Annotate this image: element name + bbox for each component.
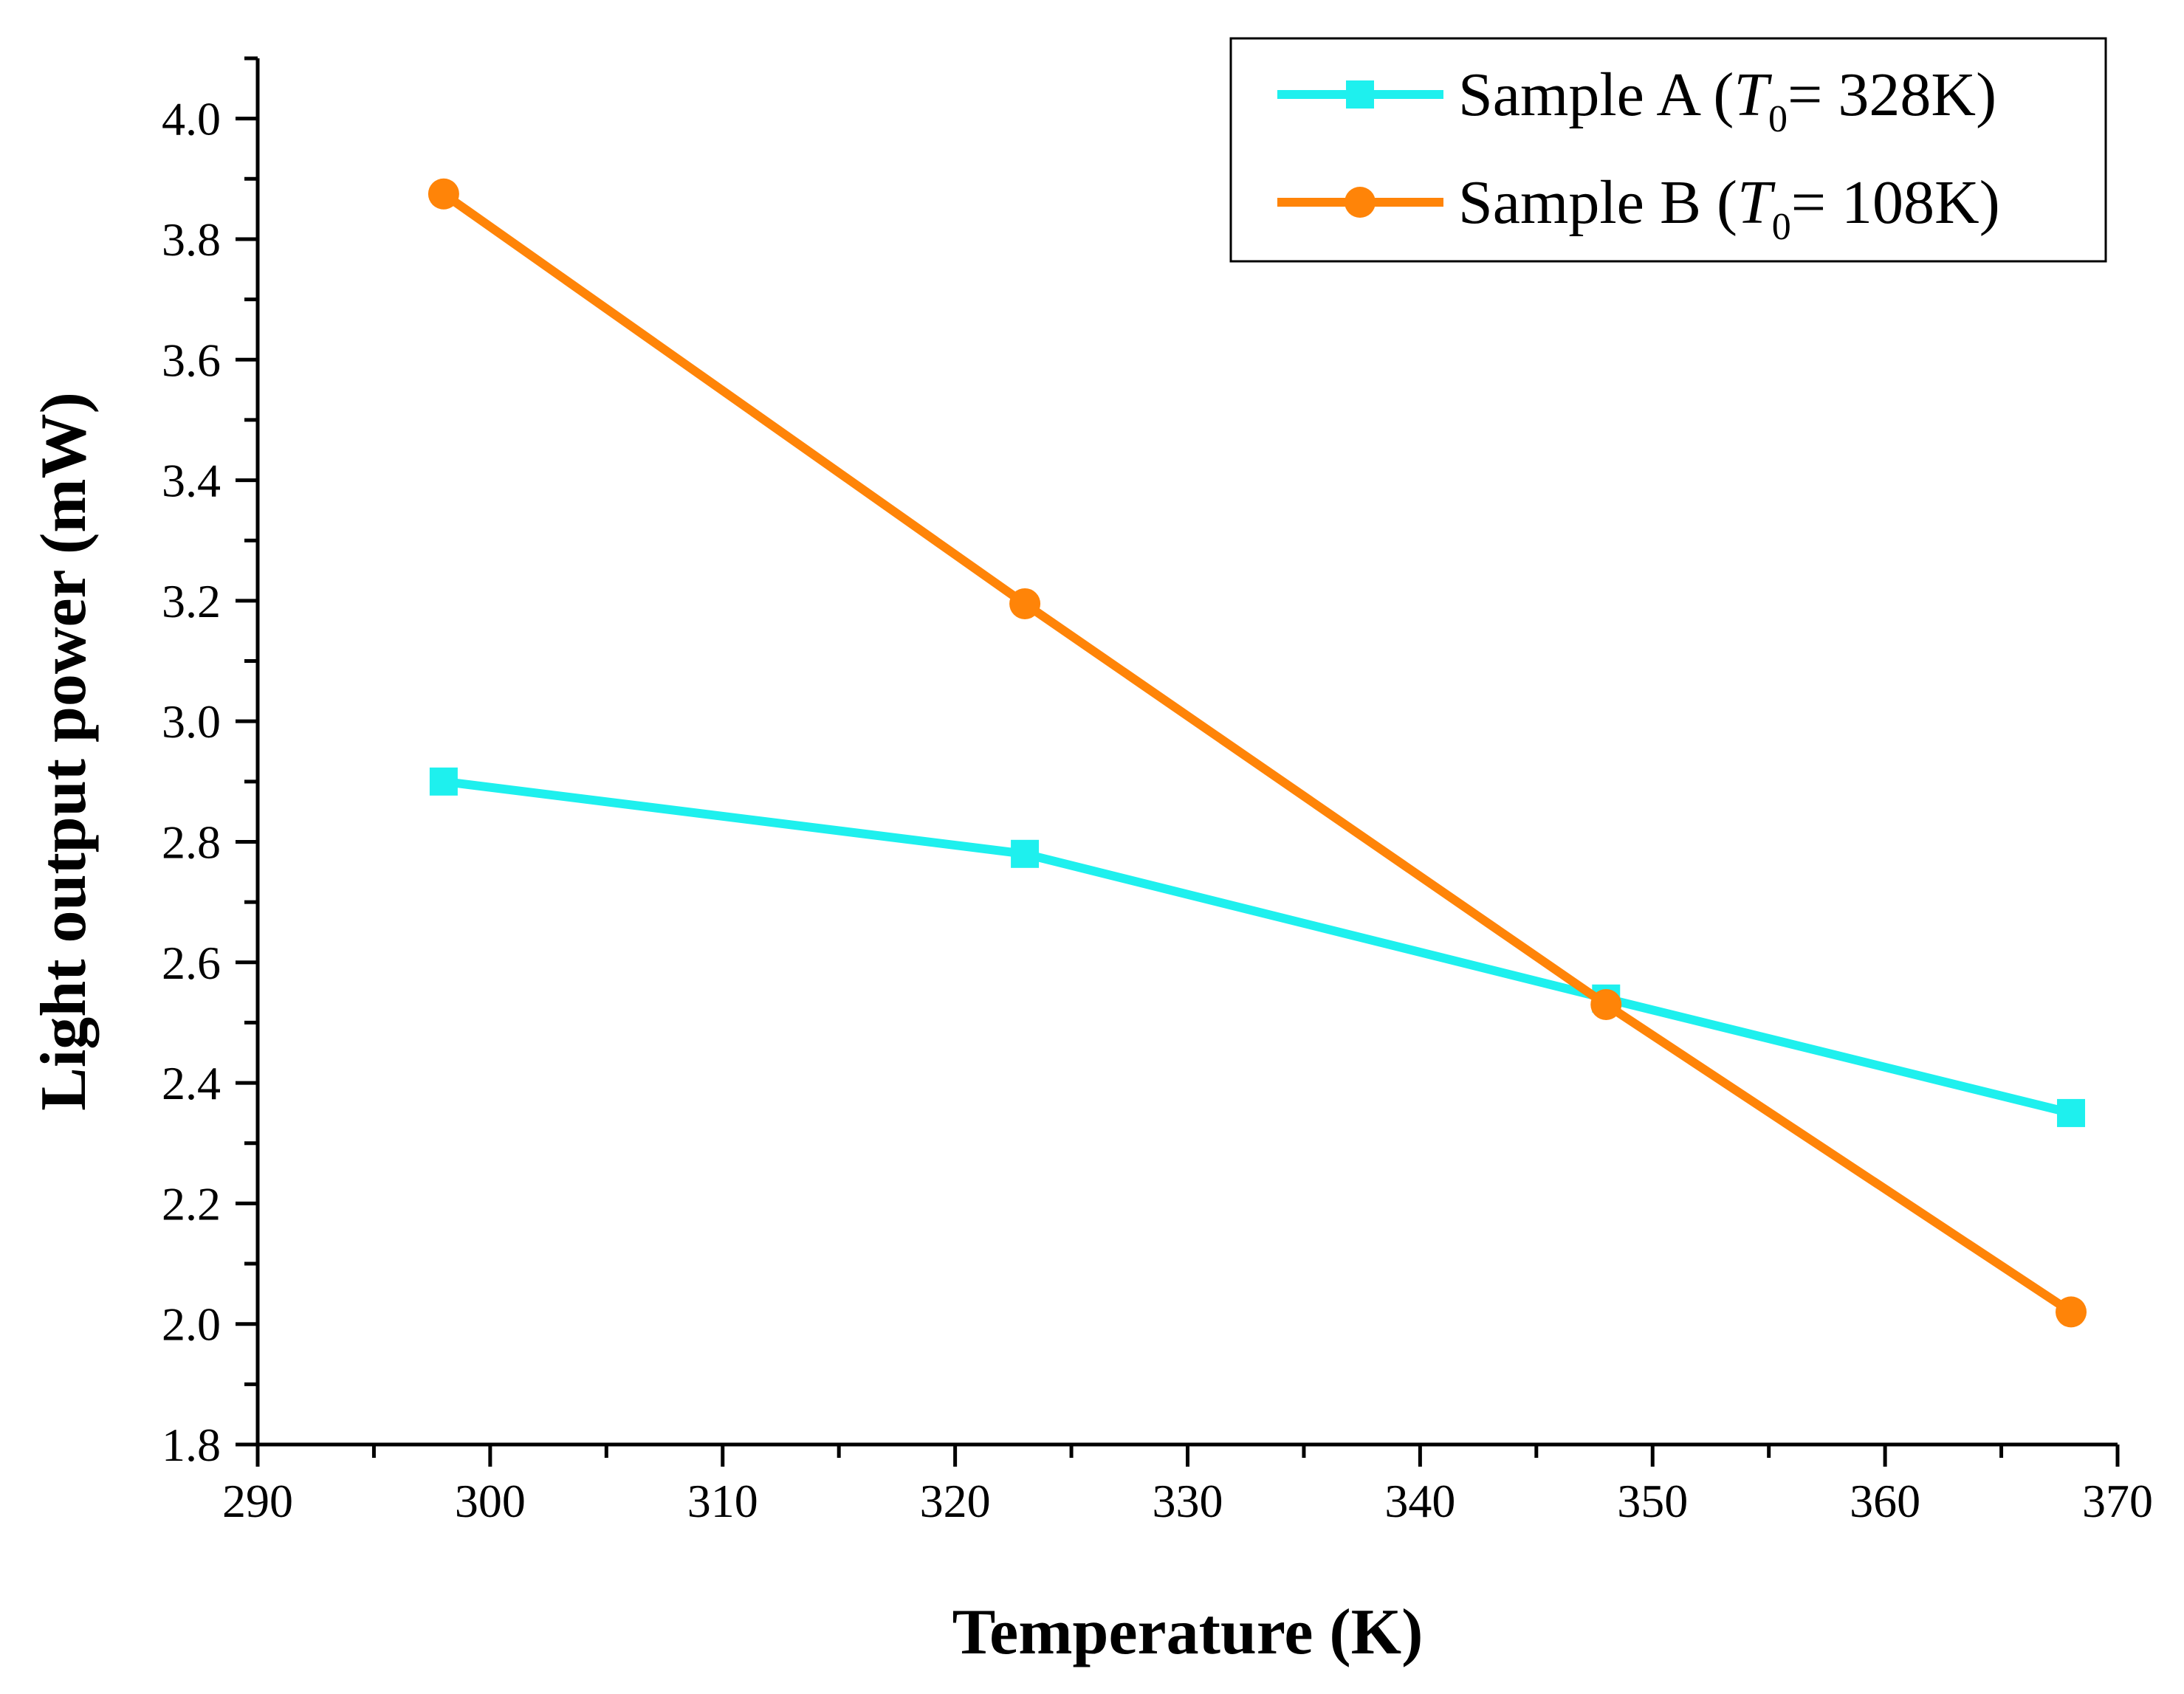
legend-italic-t: T	[1734, 61, 1772, 129]
legend-subscript: 0	[1772, 206, 1791, 248]
legend-suffix: = 328K)	[1788, 61, 1996, 129]
x-tick-label: 310	[687, 1475, 758, 1527]
data-point-circle	[1009, 588, 1041, 619]
series-line	[441, 190, 2074, 1316]
series-layer	[427, 178, 2087, 1328]
x-tick-label: 330	[1153, 1475, 1223, 1527]
x-tick-label: 360	[1850, 1475, 1920, 1527]
legend-subscript: 0	[1768, 98, 1788, 140]
legend-label: Sample A (T0= 328K)	[1458, 61, 1996, 140]
y-tick-label: 3.6	[162, 334, 221, 386]
y-tick-label: 2.0	[162, 1298, 221, 1351]
data-point-circle	[427, 178, 459, 210]
legend-italic-t: T	[1737, 168, 1776, 237]
x-tick-label: 290	[222, 1475, 293, 1527]
x-tick-label: 320	[920, 1475, 991, 1527]
data-point-circle	[1590, 988, 1622, 1020]
legend-suffix: = 108K)	[1791, 168, 2000, 237]
legend-box	[1229, 37, 2107, 263]
data-point-square	[1011, 839, 1040, 868]
series-line	[443, 777, 2073, 1118]
data-point-circle	[2056, 1296, 2087, 1328]
y-tick-label: 2.2	[162, 1177, 221, 1230]
legend-marker-square	[1346, 80, 1374, 109]
axes: 290 300 310 320 330 340 350 360 370 1.8 2.0 2.2 2.4 2…	[162, 56, 2153, 1527]
series-sample-b	[427, 178, 2087, 1328]
y-tick-label: 1.8	[162, 1419, 221, 1471]
y-tick-label: 3.2	[162, 575, 221, 627]
legend-marker-circle	[1345, 187, 1376, 218]
y-tick-label: 3.8	[162, 213, 221, 266]
y-axis-title: Light output power (mW)	[28, 392, 100, 1111]
legend-entry: Sample A (T0= 328K)	[1277, 61, 1996, 140]
data-point-square	[429, 767, 458, 796]
series-sample-a	[429, 767, 2086, 1127]
x-axis-title: Temperature (K)	[952, 1597, 1424, 1668]
x-tick-label: 370	[2082, 1475, 2153, 1527]
y-tick-label: 2.6	[162, 937, 221, 989]
y-tick-label: 2.8	[162, 816, 221, 868]
y-tick-label: 2.4	[162, 1057, 221, 1109]
x-tick-label: 350	[1617, 1475, 1688, 1527]
y-tick-label: 4.0	[162, 93, 221, 145]
legend-entry: Sample B (T0= 108K)	[1277, 168, 2000, 248]
x-tick-label: 340	[1384, 1475, 1455, 1527]
y-tick-label: 3.0	[162, 695, 221, 748]
legend-prefix: Sample B (	[1458, 168, 1737, 237]
legend-prefix: Sample A (	[1458, 61, 1734, 129]
legend: Sample A (T0= 328K)Sample B (T0= 108K)	[1229, 37, 2107, 263]
legend-label: Sample B (T0= 108K)	[1458, 168, 2000, 248]
data-point-square	[2057, 1098, 2086, 1127]
x-tick-label: 300	[455, 1475, 526, 1527]
y-tick-label: 3.4	[162, 455, 221, 507]
